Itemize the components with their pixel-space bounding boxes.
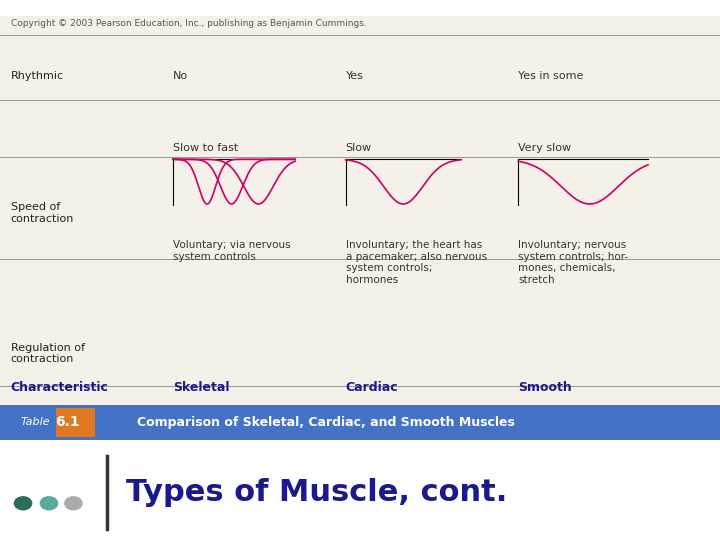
- Text: Yes in some: Yes in some: [518, 71, 584, 80]
- Text: Comparison of Skeletal, Cardiac, and Smooth Muscles: Comparison of Skeletal, Cardiac, and Smo…: [137, 416, 515, 429]
- Text: Involuntary; nervous
system controls; hor-
mones, chemicals,
stretch: Involuntary; nervous system controls; ho…: [518, 240, 629, 285]
- Text: Regulation of
contraction: Regulation of contraction: [11, 343, 85, 364]
- Text: Voluntary; via nervous
system controls: Voluntary; via nervous system controls: [173, 240, 290, 262]
- Circle shape: [14, 497, 32, 510]
- Text: Skeletal: Skeletal: [173, 381, 229, 394]
- Circle shape: [65, 497, 82, 510]
- Text: Characteristic: Characteristic: [11, 381, 109, 394]
- Text: Yes: Yes: [346, 71, 364, 80]
- Text: Types of Muscle, cont.: Types of Muscle, cont.: [126, 478, 508, 507]
- Text: 6.1: 6.1: [55, 415, 79, 429]
- Text: Involuntary; the heart has
a pacemaker; also nervous
system controls;
hormones: Involuntary; the heart has a pacemaker; …: [346, 240, 487, 285]
- Text: Very slow: Very slow: [518, 143, 572, 153]
- Text: No: No: [173, 71, 188, 80]
- Text: Smooth: Smooth: [518, 381, 572, 394]
- Text: Speed of
contraction: Speed of contraction: [11, 202, 74, 224]
- Circle shape: [40, 497, 58, 510]
- Text: Slow: Slow: [346, 143, 372, 153]
- FancyBboxPatch shape: [0, 16, 720, 405]
- Text: Slow to fast: Slow to fast: [173, 143, 238, 153]
- FancyBboxPatch shape: [56, 408, 95, 437]
- Text: Cardiac: Cardiac: [346, 381, 398, 394]
- Text: Copyright © 2003 Pearson Education, Inc., publishing as Benjamin Cummings.: Copyright © 2003 Pearson Education, Inc.…: [11, 19, 366, 28]
- Text: Table: Table: [20, 417, 50, 427]
- Text: Rhythmic: Rhythmic: [11, 71, 64, 80]
- FancyBboxPatch shape: [0, 405, 720, 440]
